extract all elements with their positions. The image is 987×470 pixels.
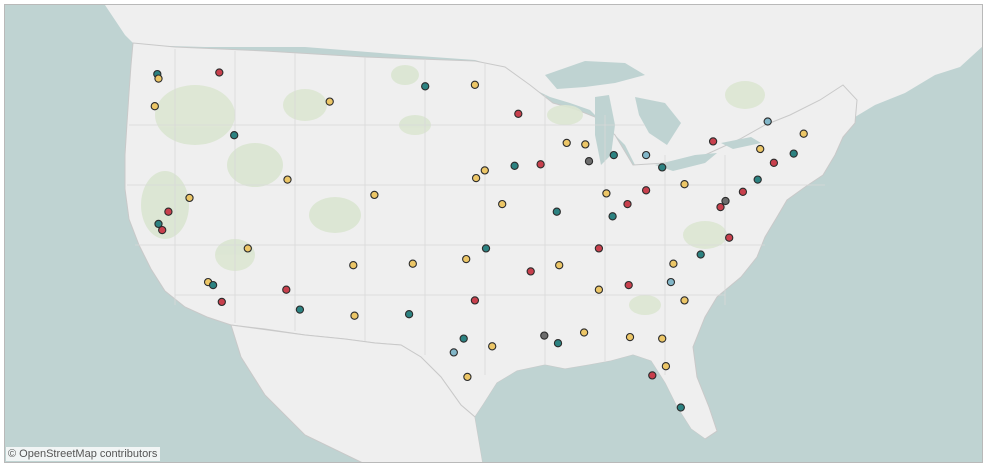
location-marker[interactable] [716, 202, 725, 212]
location-marker[interactable] [462, 254, 471, 264]
location-marker[interactable] [154, 219, 163, 229]
lake-huron [635, 97, 681, 145]
location-marker[interactable] [215, 68, 224, 77]
location-marker[interactable] [470, 80, 480, 89]
location-marker[interactable] [696, 250, 705, 259]
location-marker[interactable] [498, 199, 507, 209]
location-marker[interactable] [164, 207, 173, 216]
location-marker[interactable] [349, 261, 358, 270]
location-marker[interactable] [154, 74, 163, 83]
location-marker[interactable] [463, 372, 472, 382]
location-marker[interactable] [540, 331, 549, 340]
location-marker[interactable] [471, 173, 481, 183]
state-borders [127, 49, 825, 375]
location-marker[interactable] [609, 150, 618, 160]
location-marker[interactable] [625, 332, 635, 342]
location-marker[interactable] [488, 342, 497, 351]
location-marker[interactable] [510, 161, 519, 170]
location-marker[interactable] [725, 233, 734, 242]
lake-erie [655, 153, 717, 171]
canada-landmass [5, 5, 982, 165]
map-canvas[interactable] [5, 5, 983, 463]
location-marker[interactable] [641, 150, 651, 160]
location-marker[interactable] [404, 310, 414, 319]
location-marker[interactable] [282, 285, 291, 294]
location-marker[interactable] [408, 259, 417, 268]
location-marker[interactable] [581, 140, 590, 149]
location-marker[interactable] [370, 190, 379, 200]
location-marker[interactable] [623, 199, 632, 209]
lake-ontario [721, 137, 761, 149]
location-marker[interactable] [217, 297, 226, 307]
location-marker[interactable] [769, 158, 779, 167]
location-marker[interactable] [449, 348, 458, 357]
location-marker[interactable] [480, 166, 489, 175]
location-marker[interactable] [658, 163, 667, 172]
location-marker[interactable] [789, 149, 798, 158]
map-view[interactable]: © OpenStreetMap contributors [4, 4, 983, 463]
usa-landmass [124, 42, 858, 440]
location-marker[interactable] [624, 280, 633, 290]
location-markers [150, 68, 808, 412]
location-marker[interactable] [579, 328, 589, 337]
location-marker[interactable] [738, 187, 748, 196]
location-marker[interactable] [350, 311, 359, 320]
location-marker[interactable] [661, 362, 671, 371]
location-marker[interactable] [641, 186, 651, 195]
location-marker[interactable] [756, 144, 765, 154]
location-marker[interactable] [553, 339, 563, 348]
location-marker[interactable] [536, 160, 545, 169]
location-marker[interactable] [150, 102, 159, 111]
location-marker[interactable] [243, 244, 252, 253]
location-marker[interactable] [185, 193, 194, 203]
location-marker[interactable] [526, 267, 535, 276]
location-marker[interactable] [283, 175, 292, 184]
location-marker[interactable] [459, 334, 468, 343]
location-marker[interactable] [602, 189, 611, 198]
location-marker[interactable] [763, 117, 772, 126]
location-marker[interactable] [552, 207, 561, 216]
location-marker[interactable] [669, 259, 678, 268]
location-marker[interactable] [680, 180, 689, 189]
location-marker[interactable] [584, 157, 594, 166]
location-marker[interactable] [514, 109, 523, 118]
location-marker[interactable] [594, 285, 604, 294]
location-marker[interactable] [721, 196, 730, 206]
location-marker[interactable] [608, 212, 617, 221]
gulf-of-mexico [475, 355, 705, 462]
location-marker[interactable] [648, 371, 657, 380]
location-marker[interactable] [295, 305, 305, 314]
map-attribution[interactable]: © OpenStreetMap contributors [6, 447, 161, 461]
location-marker[interactable] [708, 137, 718, 146]
location-marker[interactable] [594, 244, 604, 253]
location-marker[interactable] [421, 82, 430, 91]
location-marker[interactable] [753, 175, 762, 184]
location-marker[interactable] [658, 334, 667, 343]
location-marker[interactable] [666, 277, 676, 287]
location-marker[interactable] [481, 244, 491, 253]
location-marker[interactable] [230, 131, 239, 140]
location-marker[interactable] [208, 280, 218, 290]
location-marker[interactable] [680, 296, 689, 305]
mexico-landmass [230, 324, 484, 462]
lake-superior [545, 61, 645, 89]
location-marker[interactable] [158, 225, 167, 235]
location-marker[interactable] [799, 129, 808, 138]
location-marker[interactable] [562, 138, 571, 148]
location-marker[interactable] [676, 403, 685, 412]
location-marker[interactable] [470, 296, 480, 305]
location-marker[interactable] [555, 261, 564, 270]
location-marker[interactable] [325, 97, 334, 106]
